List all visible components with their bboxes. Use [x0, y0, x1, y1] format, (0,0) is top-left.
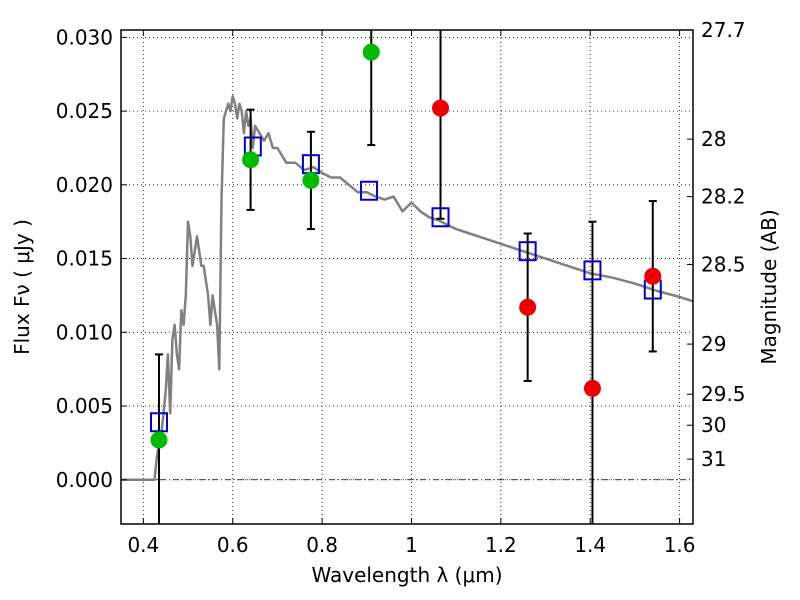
y2-tick-label: 29: [701, 332, 726, 356]
model-flux-square: [360, 180, 379, 201]
y2-tick-label: 30: [701, 413, 726, 437]
y2-tick-label: 27.7: [701, 18, 746, 42]
markers: [149, 43, 662, 449]
y-tick-label: 0.010: [56, 320, 113, 344]
x-axis-label: Wavelength λ (μm): [311, 563, 502, 587]
x-tick-label: 0.8: [306, 533, 338, 557]
x-tick-label: 0.4: [127, 533, 159, 557]
observed-flux-point: [362, 43, 380, 61]
observed-flux-point: [644, 267, 662, 285]
x-tick-label: 1: [405, 533, 418, 557]
y2-tick-label: 28.2: [701, 185, 746, 209]
model-flux-square: [149, 412, 168, 433]
y-tick-label: 0.025: [56, 99, 113, 123]
observed-flux-point: [242, 151, 260, 169]
grid: [121, 30, 693, 524]
y2-tick-label: 29.5: [701, 382, 746, 406]
ticks: 0.4 0.6 0.8 1 1.2 1.4 1.6 0.000 0.005 0.010 0.015 0…: [56, 18, 746, 557]
model-flux-square: [518, 241, 537, 262]
y-tick-label: 0.000: [56, 468, 113, 492]
x-tick-label: 0.6: [217, 533, 249, 557]
plot-area-border: [120, 29, 694, 525]
spectrum-line: [121, 95, 694, 482]
model-spectrum: [121, 95, 694, 482]
y2-tick-label: 28: [701, 127, 726, 151]
y-tick-label: 0.015: [56, 247, 113, 271]
model-flux-square: [583, 260, 602, 281]
x-tick-label: 1.2: [485, 533, 517, 557]
observed-flux-point: [150, 431, 168, 449]
y-tick-label: 0.030: [56, 25, 113, 49]
plot-frame: [120, 29, 694, 525]
y-axis-label: Flux Fν ( μJy ): [10, 219, 34, 355]
observed-flux-point: [583, 379, 601, 397]
x-tick-label: 1.6: [664, 533, 696, 557]
y2-axis-label: Magnitude (AB): [757, 209, 781, 364]
observed-flux-point: [302, 171, 320, 189]
x-tick-label: 1.4: [574, 533, 606, 557]
y-tick-label: 0.005: [56, 394, 113, 418]
error-bars: [154, 30, 657, 524]
y2-tick-label: 31: [701, 447, 726, 471]
y-tick-label: 0.020: [56, 173, 113, 197]
y2-tick-label: 28.5: [701, 252, 746, 276]
observed-flux-point: [519, 298, 537, 316]
observed-flux-point: [432, 99, 450, 117]
model-flux-square: [431, 207, 450, 228]
